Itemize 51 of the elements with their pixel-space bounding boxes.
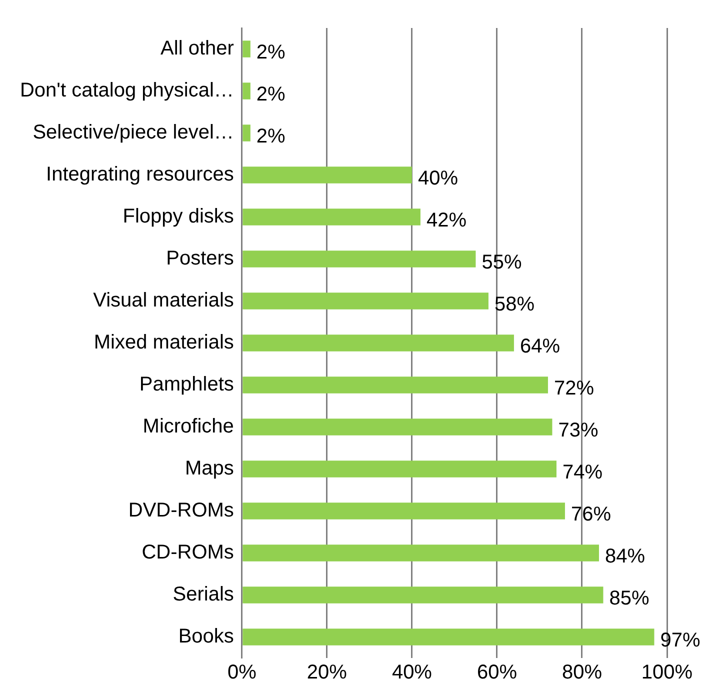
y-tick-label: Microfiche <box>142 416 234 438</box>
data-label: 55% <box>482 252 522 274</box>
data-label: 2% <box>256 126 286 148</box>
bar <box>242 124 250 142</box>
bar <box>242 40 250 58</box>
data-label: 58% <box>494 294 535 316</box>
data-label: 64% <box>520 336 560 358</box>
y-tick-label: Integrating resources <box>46 164 234 186</box>
x-tick-label: 20% <box>306 662 348 684</box>
data-label: 97% <box>660 630 700 652</box>
y-tick-label: Books <box>178 626 234 648</box>
y-tick-label: Mixed materials <box>94 332 234 354</box>
y-tick-label: Maps <box>185 458 234 480</box>
data-label: 85% <box>609 588 650 610</box>
y-tick-label: Selective/piece level… <box>32 122 234 144</box>
y-tick-label: Serials <box>172 584 234 606</box>
bar <box>242 628 654 646</box>
bar <box>242 418 552 436</box>
bar <box>242 82 250 100</box>
data-label: 2% <box>256 42 286 64</box>
bar <box>242 460 556 478</box>
y-tick-label: All other <box>160 38 234 60</box>
data-label: 84% <box>604 546 646 568</box>
y-tick-label: Don't catalog physical… <box>20 80 234 102</box>
bar <box>242 586 604 604</box>
y-tick-label: CD-ROMs <box>142 542 234 564</box>
x-tick-label: 100% <box>641 662 693 684</box>
bar <box>242 376 548 394</box>
y-tick-label: Floppy disks <box>122 206 234 228</box>
data-label: 2% <box>256 84 286 106</box>
x-tick-label: 60% <box>476 662 518 684</box>
data-label: 74% <box>562 462 603 484</box>
bar <box>242 166 412 184</box>
x-tick-label: 40% <box>392 662 432 684</box>
bar <box>242 292 488 310</box>
y-tick-label: Posters <box>166 248 234 270</box>
bar <box>242 544 599 562</box>
y-tick-label: Visual materials <box>93 290 234 312</box>
y-tick-label: DVD-ROMs <box>128 500 234 522</box>
data-label: 42% <box>426 210 467 232</box>
y-tick-label: Pamphlets <box>139 374 234 396</box>
data-label: 40% <box>418 168 458 190</box>
data-label: 72% <box>554 378 594 400</box>
x-tick-label: 0% <box>227 662 257 684</box>
bar <box>242 250 476 268</box>
bar <box>242 208 420 226</box>
data-label: 73% <box>558 420 598 442</box>
bar <box>242 334 514 352</box>
data-label: 76% <box>570 504 612 526</box>
bar <box>242 502 565 520</box>
x-tick-label: 80% <box>562 662 602 684</box>
